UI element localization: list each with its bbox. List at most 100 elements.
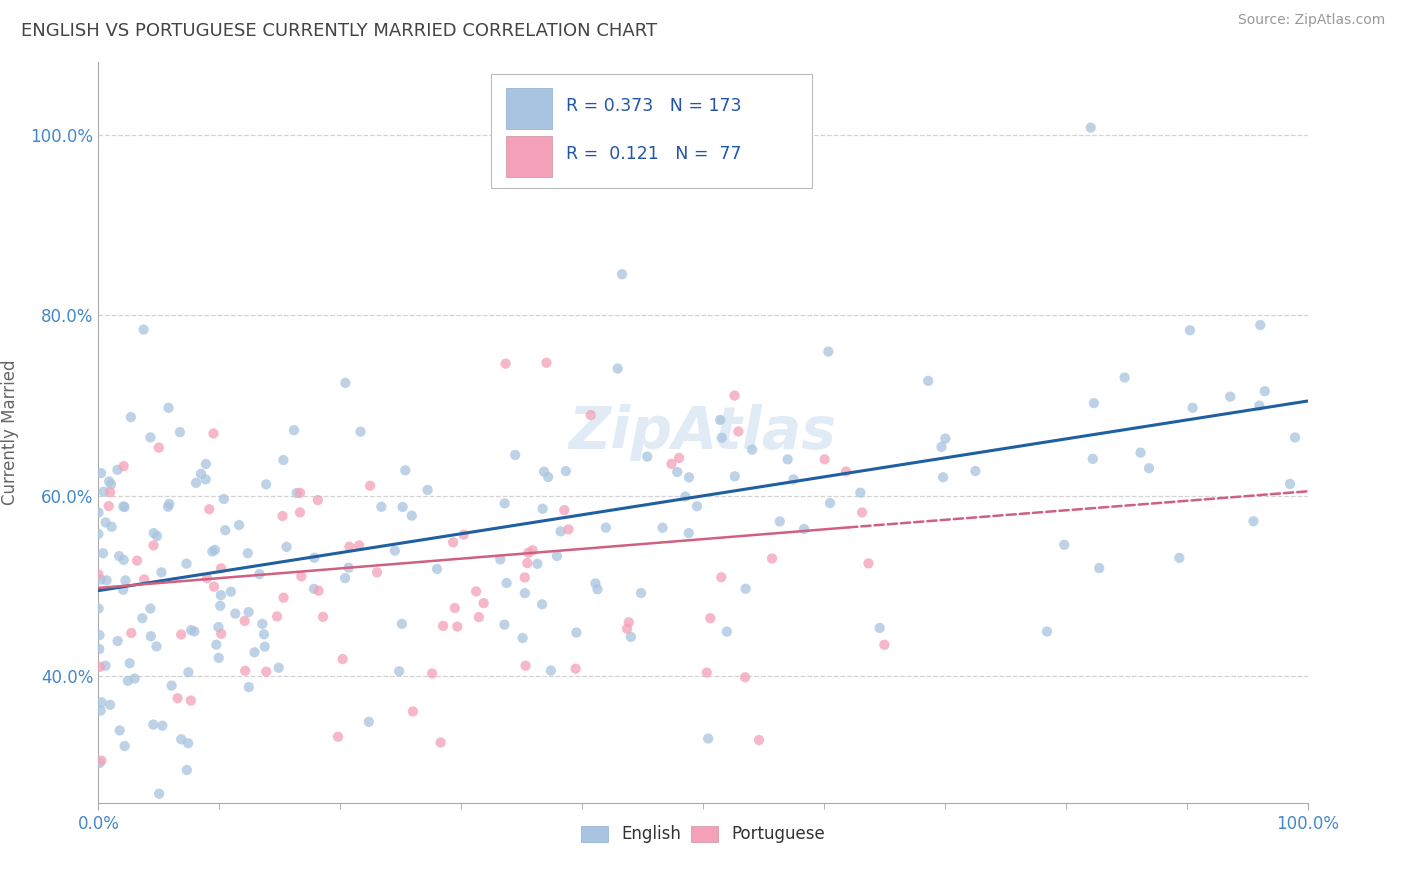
Point	[420, 666, 443, 681]
Point	[666, 465, 689, 479]
Point	[120, 410, 142, 425]
Point	[202, 426, 225, 441]
Point	[139, 629, 162, 643]
Point	[337, 560, 360, 574]
Point	[195, 571, 218, 585]
Point	[536, 356, 558, 370]
Point	[769, 515, 792, 529]
Point	[513, 570, 536, 584]
Point	[579, 408, 602, 422]
Point	[734, 670, 756, 684]
Point	[595, 520, 617, 534]
Point	[932, 470, 955, 484]
Point	[290, 569, 312, 583]
Point	[678, 470, 700, 484]
Point	[208, 651, 231, 665]
Point	[818, 496, 841, 510]
Point	[169, 425, 191, 439]
Point	[177, 665, 200, 680]
Point	[87, 506, 110, 520]
Point	[288, 505, 311, 519]
Point	[157, 500, 180, 514]
Point	[114, 574, 136, 588]
Point	[516, 556, 538, 570]
Point	[271, 508, 294, 523]
Point	[1088, 561, 1111, 575]
Point	[636, 450, 658, 464]
Point	[114, 500, 136, 514]
Point	[620, 630, 643, 644]
Point	[586, 582, 609, 597]
Point	[132, 322, 155, 336]
Point	[97, 499, 120, 513]
Point	[285, 486, 308, 500]
Point	[710, 431, 733, 445]
Point	[347, 539, 370, 553]
Point	[142, 526, 165, 541]
Point	[426, 562, 449, 576]
Point	[553, 503, 575, 517]
Point	[131, 611, 153, 625]
Point	[302, 582, 325, 596]
Point	[503, 448, 526, 462]
Point	[727, 425, 749, 439]
Point	[157, 401, 180, 415]
Point	[145, 640, 167, 654]
Point	[207, 620, 229, 634]
FancyBboxPatch shape	[506, 136, 551, 177]
Point	[453, 527, 475, 541]
Point	[308, 583, 330, 598]
Point	[494, 496, 516, 510]
Point	[554, 464, 576, 478]
Point	[716, 624, 738, 639]
Point	[233, 614, 256, 628]
Point	[370, 500, 392, 514]
Point	[209, 599, 232, 613]
Point	[522, 543, 544, 558]
Point	[468, 610, 491, 624]
Point	[565, 625, 588, 640]
Point	[96, 574, 118, 588]
Point	[148, 441, 170, 455]
Point	[120, 626, 142, 640]
Point	[1129, 445, 1152, 459]
Point	[176, 763, 198, 777]
Point	[312, 610, 335, 624]
Point	[160, 679, 183, 693]
Text: R =  0.121   N =  77: R = 0.121 N = 77	[567, 145, 742, 163]
Point	[238, 605, 260, 619]
Point	[107, 634, 129, 648]
Point	[184, 475, 207, 490]
Point	[288, 486, 311, 500]
Point	[1279, 476, 1302, 491]
Point	[513, 586, 536, 600]
Point	[112, 459, 135, 474]
Point	[931, 440, 953, 454]
Point	[734, 582, 756, 596]
Point	[686, 500, 709, 514]
Point	[678, 526, 700, 541]
Point	[157, 497, 180, 511]
Point	[1249, 318, 1271, 332]
Point	[793, 522, 815, 536]
Point	[93, 484, 115, 499]
Point	[1254, 384, 1277, 399]
Point	[150, 566, 173, 580]
Point	[1036, 624, 1059, 639]
Point	[366, 566, 388, 580]
Point	[142, 717, 165, 731]
Point	[540, 664, 562, 678]
Point	[170, 732, 193, 747]
Point	[869, 621, 891, 635]
Point	[253, 627, 276, 641]
Point	[89, 756, 111, 770]
Point	[243, 645, 266, 659]
Point	[1081, 451, 1104, 466]
Point	[537, 470, 560, 484]
Point	[1168, 550, 1191, 565]
Point	[90, 704, 112, 718]
Point	[917, 374, 939, 388]
Point	[224, 607, 246, 621]
Point	[326, 730, 349, 744]
Point	[335, 376, 357, 390]
